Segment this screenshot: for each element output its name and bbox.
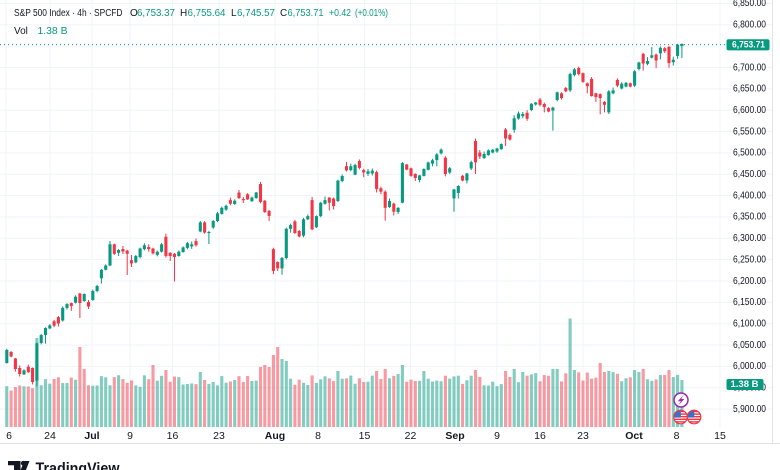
svg-text:6,200.00: 6,200.00 xyxy=(733,275,766,287)
svg-text:Jul: Jul xyxy=(84,430,99,442)
svg-text:(+0.01%): (+0.01%) xyxy=(355,8,388,19)
svg-text:6,800.00: 6,800.00 xyxy=(733,19,766,31)
svg-text:6,753.71: 6,753.71 xyxy=(288,8,324,19)
svg-text:6,745.57: 6,745.57 xyxy=(237,8,275,19)
svg-text:22: 22 xyxy=(405,430,417,442)
svg-text:6,650.00: 6,650.00 xyxy=(733,83,766,95)
svg-text:+0.42: +0.42 xyxy=(329,8,351,19)
svg-text:6,700.00: 6,700.00 xyxy=(733,61,766,73)
svg-text:6,250.00: 6,250.00 xyxy=(733,253,766,265)
svg-text:5,900.00: 5,900.00 xyxy=(733,403,766,415)
svg-text:H: H xyxy=(180,8,187,19)
svg-text:9: 9 xyxy=(494,430,500,442)
svg-text:23: 23 xyxy=(213,430,225,442)
svg-text:6,050.00: 6,050.00 xyxy=(733,339,766,351)
svg-text:16: 16 xyxy=(534,430,546,442)
svg-text:Oct: Oct xyxy=(625,430,643,442)
svg-text:6: 6 xyxy=(6,430,12,442)
svg-text:8: 8 xyxy=(674,430,680,442)
svg-text:6,755.64: 6,755.64 xyxy=(188,8,226,19)
svg-text:S&P 500 Index · 4h · SPCFD: S&P 500 Index · 4h · SPCFD xyxy=(14,8,123,19)
svg-text:6,753.37: 6,753.37 xyxy=(137,8,175,19)
svg-text:6,753.71: 6,753.71 xyxy=(732,40,766,51)
svg-text:16: 16 xyxy=(167,430,179,442)
svg-text:Aug: Aug xyxy=(265,430,285,442)
svg-text:6,550.00: 6,550.00 xyxy=(733,125,766,137)
svg-text:Sep: Sep xyxy=(445,430,464,442)
svg-text:O: O xyxy=(130,8,138,19)
svg-text:6,850.00: 6,850.00 xyxy=(733,0,766,9)
svg-text:6,300.00: 6,300.00 xyxy=(733,232,766,244)
svg-text:6,350.00: 6,350.00 xyxy=(733,211,766,223)
svg-text:Vol: Vol xyxy=(14,26,28,37)
svg-text:6,450.00: 6,450.00 xyxy=(733,168,766,180)
svg-text:8: 8 xyxy=(315,430,321,442)
svg-text:15: 15 xyxy=(359,430,371,442)
svg-text:15: 15 xyxy=(714,430,726,442)
svg-text:6,150.00: 6,150.00 xyxy=(733,296,766,308)
svg-text:6,000.00: 6,000.00 xyxy=(733,360,766,372)
svg-text:1.38 B: 1.38 B xyxy=(38,26,68,37)
svg-text:6,400.00: 6,400.00 xyxy=(733,189,766,201)
svg-text:C: C xyxy=(280,8,287,19)
svg-text:1.38 B: 1.38 B xyxy=(731,379,759,390)
svg-text:L: L xyxy=(231,8,237,19)
svg-text:TradingView: TradingView xyxy=(36,461,121,470)
svg-text:23: 23 xyxy=(577,430,589,442)
svg-text:24: 24 xyxy=(44,430,56,442)
svg-text:6,100.00: 6,100.00 xyxy=(733,317,766,329)
svg-text:9: 9 xyxy=(127,430,133,442)
svg-text:6,600.00: 6,600.00 xyxy=(733,104,766,116)
svg-text:6,500.00: 6,500.00 xyxy=(733,147,766,159)
